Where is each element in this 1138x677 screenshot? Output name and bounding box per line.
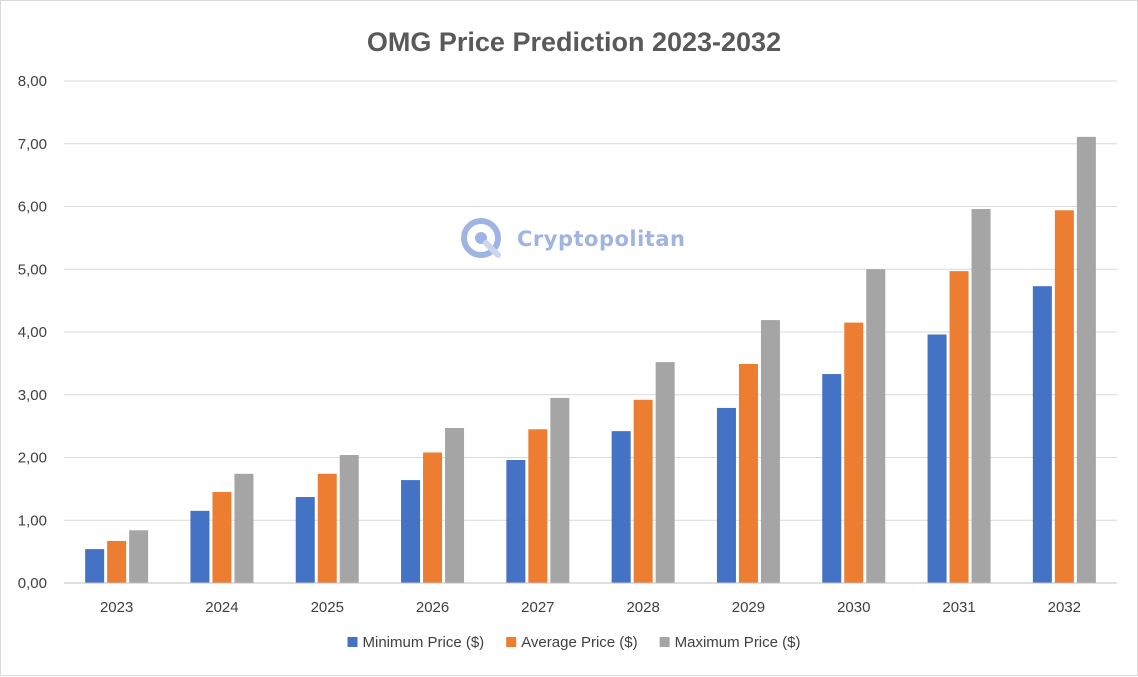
x-tick-label: 2028 <box>626 599 659 616</box>
bar <box>716 407 736 583</box>
x-axis-ticks: 2023 2024 2025 2026 2027 2028 2029 2030 2031 2032 <box>100 599 1081 616</box>
legend-swatch <box>506 637 517 647</box>
bar <box>633 399 653 583</box>
y-tick-label: 6,00 <box>18 199 47 216</box>
x-tick-label: 2031 <box>942 599 975 616</box>
bar <box>844 322 864 583</box>
legend-swatch <box>659 637 670 647</box>
x-tick-label: 2030 <box>837 599 870 616</box>
bar <box>927 334 947 583</box>
y-axis-ticks: 0,00 1,00 2,00 3,00 4,00 5,00 6,00 7,00 8,00 <box>18 73 47 592</box>
bar <box>528 429 548 583</box>
x-tick-label: 2029 <box>732 599 765 616</box>
legend-swatch <box>347 637 358 647</box>
bar <box>738 364 758 583</box>
x-tick-label: 2025 <box>311 599 344 616</box>
bar <box>611 431 631 583</box>
y-tick-label: 7,00 <box>18 136 47 153</box>
bar <box>234 473 254 583</box>
y-tick-label: 5,00 <box>18 261 47 278</box>
gridlines <box>64 80 1117 521</box>
bar <box>550 397 570 583</box>
chart-title: OMG Price Prediction 2023-2032 <box>367 27 781 57</box>
watermark: Cryptopolitan <box>461 218 685 258</box>
bar <box>1032 286 1052 583</box>
bar <box>1076 136 1096 583</box>
bars <box>85 136 1096 583</box>
legend: Minimum Price ($) Average Price ($) Maximu… <box>347 634 801 651</box>
x-tick-label: 2027 <box>521 599 554 616</box>
bar <box>212 492 232 583</box>
bar <box>1054 210 1074 583</box>
y-tick-label: 8,00 <box>18 73 47 90</box>
bar <box>506 460 526 583</box>
bar <box>85 549 105 583</box>
legend-label: Minimum Price ($) <box>363 634 485 651</box>
x-tick-label: 2026 <box>416 599 449 616</box>
x-tick-label: 2023 <box>100 599 133 616</box>
y-tick-label: 4,00 <box>18 324 47 341</box>
bar <box>822 374 842 583</box>
bar <box>655 362 675 583</box>
bar <box>760 320 780 583</box>
bar <box>190 510 210 583</box>
bar <box>949 271 969 583</box>
legend-label: Average Price ($) <box>521 634 637 651</box>
watermark-text: Cryptopolitan <box>517 227 685 251</box>
bar <box>107 540 127 583</box>
y-tick-label: 3,00 <box>18 387 47 404</box>
bar <box>866 269 886 583</box>
bar <box>401 480 421 583</box>
legend-label: Maximum Price ($) <box>675 634 801 651</box>
y-tick-label: 2,00 <box>18 450 47 467</box>
x-tick-label: 2032 <box>1048 599 1081 616</box>
bar <box>971 209 991 583</box>
bar <box>339 454 359 583</box>
x-tick-label: 2024 <box>205 599 238 616</box>
bar <box>423 452 443 583</box>
cryptopolitan-logo-icon <box>461 218 501 258</box>
y-tick-label: 0,00 <box>18 575 47 592</box>
bar <box>445 428 465 583</box>
bar <box>295 497 315 583</box>
bar <box>317 473 337 583</box>
y-tick-label: 1,00 <box>18 512 47 529</box>
bar <box>129 530 149 583</box>
